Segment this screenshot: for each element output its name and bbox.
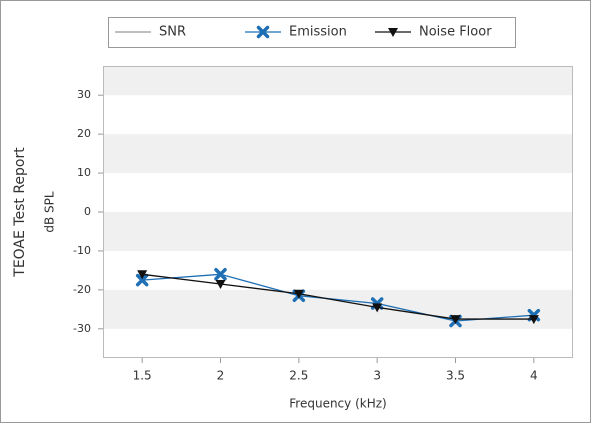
marker [388, 28, 398, 37]
grid-band [103, 134, 573, 174]
x-axis-label: Frequency (kHz) [289, 397, 386, 411]
y-tick-label: 10 [77, 166, 91, 179]
marker [135, 273, 149, 287]
y-tick-label: -20 [73, 283, 91, 296]
marker [137, 270, 148, 280]
x-tick-label: 3.5 [446, 369, 465, 383]
grid-band [103, 212, 573, 251]
y-axis-label: dB SPL [43, 191, 57, 233]
marker [214, 268, 227, 281]
legend-box [108, 17, 516, 48]
y-tick-label: -30 [73, 322, 91, 335]
x-tick-label: 4 [530, 369, 538, 383]
legend-label: Noise Floor [419, 25, 492, 40]
grid-band [103, 289, 573, 329]
y-tick-label: 20 [77, 127, 91, 140]
legend-label: Emission [289, 25, 347, 40]
marker [372, 303, 383, 313]
marker [293, 289, 304, 299]
y-tick-label: 0 [84, 205, 91, 218]
y-title: TEOAE Test Report [12, 147, 28, 278]
x-tick-label: 1.5 [133, 369, 152, 383]
x-tick-label: 3 [373, 369, 381, 383]
x-tick-label: 2.5 [289, 369, 308, 383]
x-tick-label: 2 [217, 369, 225, 383]
marker [256, 25, 270, 39]
legend-label: SNR [159, 25, 186, 40]
y-tick-label: -10 [73, 244, 91, 257]
marker [215, 280, 226, 290]
series-line [142, 273, 534, 322]
marker [528, 315, 539, 325]
y-tick-label: 30 [77, 88, 91, 101]
series-line [142, 273, 534, 320]
grid-band [103, 66, 573, 96]
marker [450, 315, 461, 325]
plot-border [103, 66, 573, 358]
